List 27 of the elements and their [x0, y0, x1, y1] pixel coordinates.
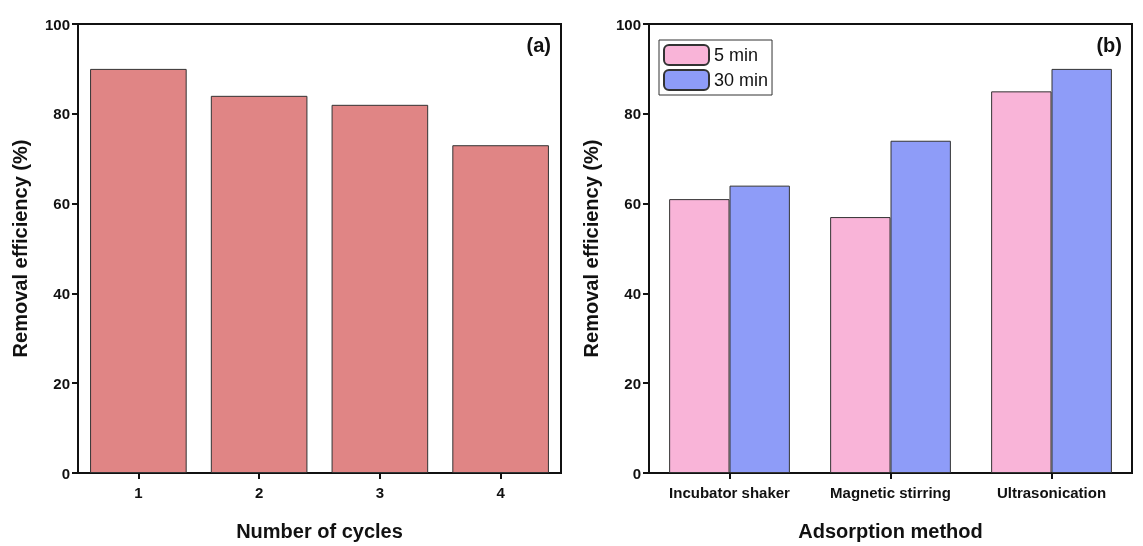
x-tick-label: 1 — [134, 484, 143, 501]
x-tick-label: 4 — [496, 484, 506, 501]
y-tick-label: 0 — [632, 464, 641, 482]
x-tick-label: Magnetic stirring — [830, 484, 951, 501]
y-axis-title: Removal efficiency (%) — [9, 139, 31, 358]
x-tick-label: 3 — [375, 484, 385, 501]
y-tick-label: 100 — [44, 15, 70, 33]
y-tick-label: 0 — [61, 464, 70, 482]
x-axis-title: Adsorption method — [798, 520, 983, 542]
x-tick-label: 2 — [254, 484, 264, 501]
legend-label: 5 min — [714, 45, 759, 65]
y-tick-label: 80 — [53, 105, 70, 123]
y-tick-label: 60 — [624, 195, 641, 213]
x-axis-title: Number of cycles — [236, 520, 403, 542]
y-tick-label: 100 — [615, 15, 641, 33]
y-axis-title: Removal efficiency (%) — [580, 139, 602, 358]
y-tick-label: 40 — [53, 284, 70, 302]
y-tick-label: 80 — [624, 105, 641, 123]
y-tick-label: 20 — [624, 374, 641, 392]
y-tick-label: 20 — [53, 374, 70, 392]
legend-label: 30 min — [714, 70, 769, 90]
x-tick-label: Incubator shaker — [669, 484, 791, 501]
y-tick-label: 40 — [624, 284, 641, 302]
x-tick-label: Ultrasonication — [996, 484, 1107, 501]
annotation: (b) — [1096, 34, 1123, 56]
y-tick-label: 60 — [53, 195, 70, 213]
annotation: (a) — [526, 34, 552, 56]
